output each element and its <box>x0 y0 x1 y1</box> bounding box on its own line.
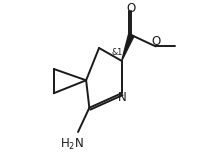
Text: N: N <box>118 91 126 104</box>
Text: O: O <box>152 35 161 48</box>
Text: H$_2$N: H$_2$N <box>60 137 84 152</box>
Text: &1: &1 <box>111 48 122 57</box>
Text: O: O <box>126 2 135 15</box>
Polygon shape <box>122 34 134 61</box>
